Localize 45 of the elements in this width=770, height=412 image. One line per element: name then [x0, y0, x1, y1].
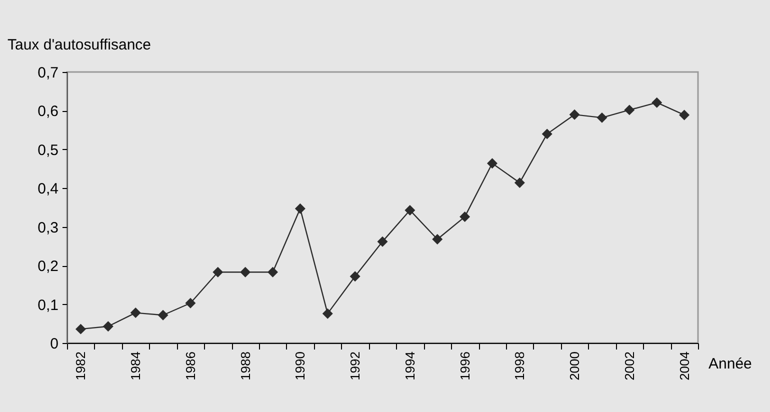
point	[486, 158, 498, 169]
y-tick-label: 0,4	[38, 180, 58, 198]
y-tick-label: 0,5	[38, 142, 58, 159]
x-tick-label: 1992	[348, 352, 363, 380]
point	[569, 109, 580, 120]
point	[350, 271, 360, 282]
x-tick-label: 2000	[567, 352, 582, 380]
point	[377, 236, 388, 247]
x-tick-label: 2004	[676, 352, 692, 380]
point	[404, 204, 416, 216]
point	[158, 310, 168, 320]
x-tick-label: 1996	[457, 352, 472, 380]
y-axis-title: Taux d'autosuffisance	[8, 36, 152, 54]
x-tick-label: 1990	[292, 352, 308, 380]
point	[268, 266, 278, 278]
x-tick-label: 1988	[238, 352, 253, 380]
point	[130, 308, 141, 318]
point	[624, 104, 635, 116]
point	[432, 234, 443, 244]
y-tick-label: 0,7	[38, 64, 58, 82]
x-tick-label: 1982	[73, 352, 88, 380]
point	[102, 321, 114, 332]
point	[596, 112, 608, 123]
point	[294, 203, 306, 214]
x-tick-label: 1986	[182, 352, 198, 380]
point	[212, 266, 224, 278]
point	[185, 298, 196, 308]
x-tick-label: 1998	[512, 352, 528, 380]
x-tick-label: 1994	[402, 352, 418, 380]
point	[460, 212, 470, 222]
point	[652, 97, 662, 108]
point	[322, 308, 333, 319]
point	[514, 177, 525, 188]
x-tick-label: 2002	[622, 352, 637, 380]
y-tick-label: 0	[50, 336, 58, 352]
y-tick-label: 0,2	[38, 258, 58, 276]
x-axis-title: Année	[708, 356, 752, 372]
point	[679, 110, 690, 120]
y-tick-label: 0,6	[38, 103, 58, 120]
point	[542, 128, 552, 140]
point	[75, 324, 86, 334]
x-tick-label: 1984	[128, 352, 144, 380]
y-tick-label: 0,1	[38, 296, 58, 314]
point	[240, 266, 251, 278]
y-tick-label: 0,3	[38, 219, 58, 236]
